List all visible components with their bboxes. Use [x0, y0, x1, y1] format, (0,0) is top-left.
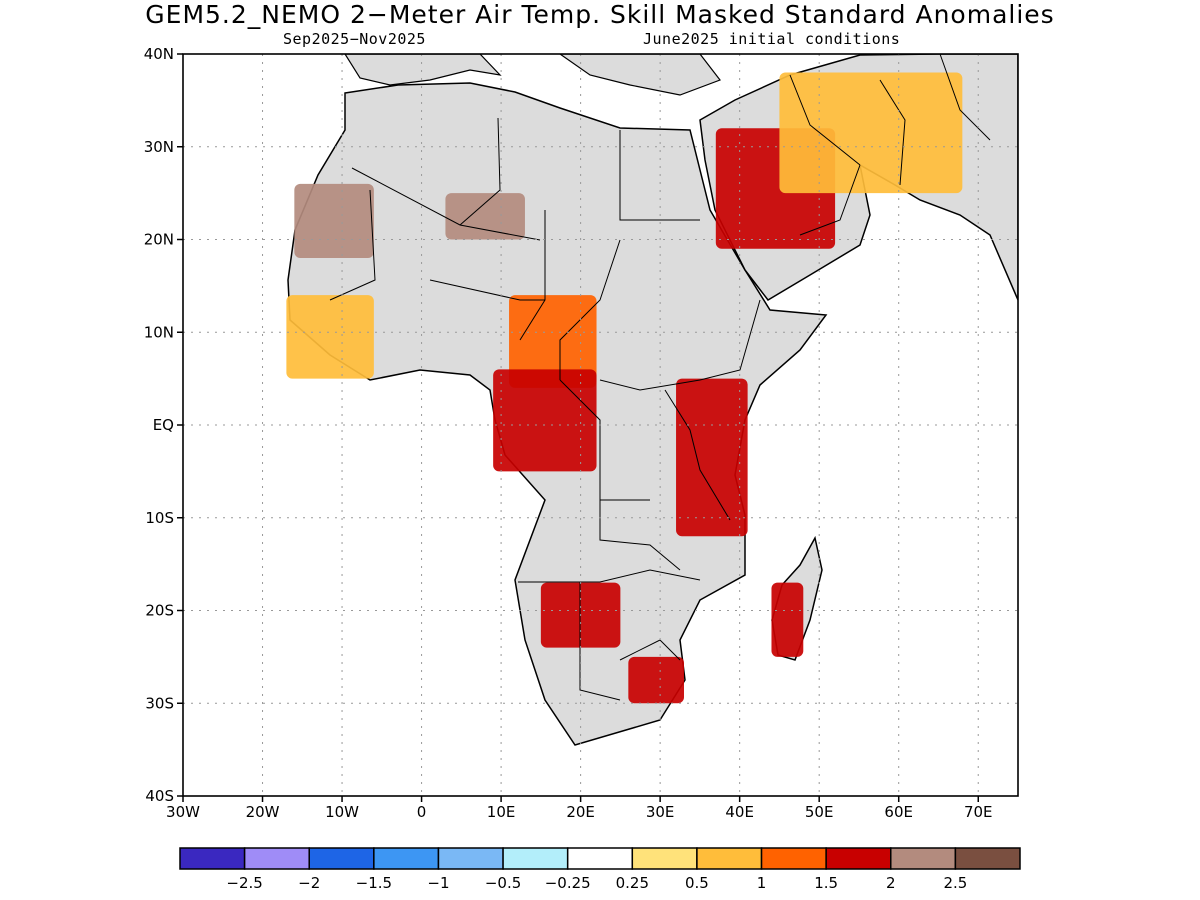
- colorbar-label: 1: [757, 874, 767, 892]
- europe-landmass: [344, 54, 502, 86]
- lon-tick-label: 30W: [166, 803, 200, 821]
- colorbar-label: −2: [298, 874, 320, 892]
- chart-title: GEM5.2_NEMO 2−Meter Air Temp. Skill Mask…: [145, 0, 1055, 29]
- anomaly-patch-sahel-west: [286, 295, 374, 379]
- lon-tick-label: 10W: [325, 803, 359, 821]
- lon-tick-label: 20W: [246, 803, 280, 821]
- initial-conditions-subtitle: June2025 initial conditions: [643, 30, 901, 48]
- colorbar-label: 0.25: [616, 874, 649, 892]
- colorbar-swatch: [760, 847, 827, 870]
- anomaly-patch-chad-cameroon: [509, 295, 597, 388]
- anomaly-patch-middle-east: [779, 72, 963, 194]
- lat-tick-label: 40S: [145, 787, 174, 805]
- lat-tick-label: 30S: [145, 694, 174, 712]
- lon-tick-label: 10E: [487, 803, 516, 821]
- lat-tick-label: 20S: [145, 602, 174, 620]
- lon-tick-label: 20E: [566, 803, 595, 821]
- lat-tick-label: 10S: [145, 509, 174, 527]
- anomaly-patch-east-africa: [676, 378, 748, 537]
- colorbar-swatch: [179, 847, 246, 870]
- colorbar-swatch: [890, 847, 957, 870]
- colorbar-label: 2: [886, 874, 896, 892]
- colorbar-label: −0.25: [545, 874, 591, 892]
- period-subtitle: Sep2025−Nov2025: [283, 30, 426, 48]
- colorbar-label: 0.5: [685, 874, 709, 892]
- colorbar-swatch: [243, 847, 310, 870]
- anomaly-patch-congo-basin: [493, 369, 597, 472]
- country-boundaries: [329, 54, 991, 701]
- lon-tick-label: 30E: [646, 803, 675, 821]
- anomaly-patch-south-africa-east: [628, 656, 684, 704]
- lon-tick-label: 0: [417, 803, 427, 821]
- colorbar-swatch: [696, 847, 763, 870]
- colorbar-swatch: [502, 847, 569, 870]
- colorbar: −2.5 −2 −1.5 −1 −0.5 −0.25 0.25 0.5 1 1.5 2 2.5: [179, 847, 1021, 892]
- europe-east-landmass: [558, 54, 721, 96]
- lon-tick-label: 40E: [725, 803, 754, 821]
- colorbar-swatch: [566, 847, 634, 870]
- colorbar-swatch: [373, 847, 440, 870]
- lat-tick-label: 10N: [144, 323, 174, 341]
- colorbar-swatch: [437, 847, 504, 870]
- anomaly-patch-west-sahara: [294, 183, 374, 259]
- lon-tick-label: 70E: [964, 803, 993, 821]
- colorbar-swatch: [631, 847, 698, 870]
- lon-tick-label: 60E: [884, 803, 913, 821]
- colorbar-label: −1.5: [356, 874, 392, 892]
- lat-tick-label: EQ: [153, 416, 174, 434]
- colorbar-label: −0.5: [485, 874, 521, 892]
- colorbar-swatch: [954, 847, 1021, 870]
- colorbar-label: −1: [427, 874, 449, 892]
- lon-tick-label: 50E: [805, 803, 834, 821]
- anomaly-patch-aïr-niger: [445, 193, 525, 240]
- anomaly-patch-madagascar: [771, 582, 804, 657]
- lat-tick-label: 30N: [144, 138, 174, 156]
- colorbar-label: −2.5: [226, 874, 262, 892]
- colorbar-swatch: [308, 847, 375, 870]
- colorbar-label: 2.5: [943, 874, 967, 892]
- anomaly-patches: [286, 72, 963, 704]
- lat-tick-label: 20N: [144, 231, 174, 249]
- map-frame: [182, 53, 1019, 797]
- colorbar-swatch: [825, 847, 892, 870]
- colorbar-label: 1.5: [814, 874, 838, 892]
- lat-tick-label: 40N: [144, 45, 174, 63]
